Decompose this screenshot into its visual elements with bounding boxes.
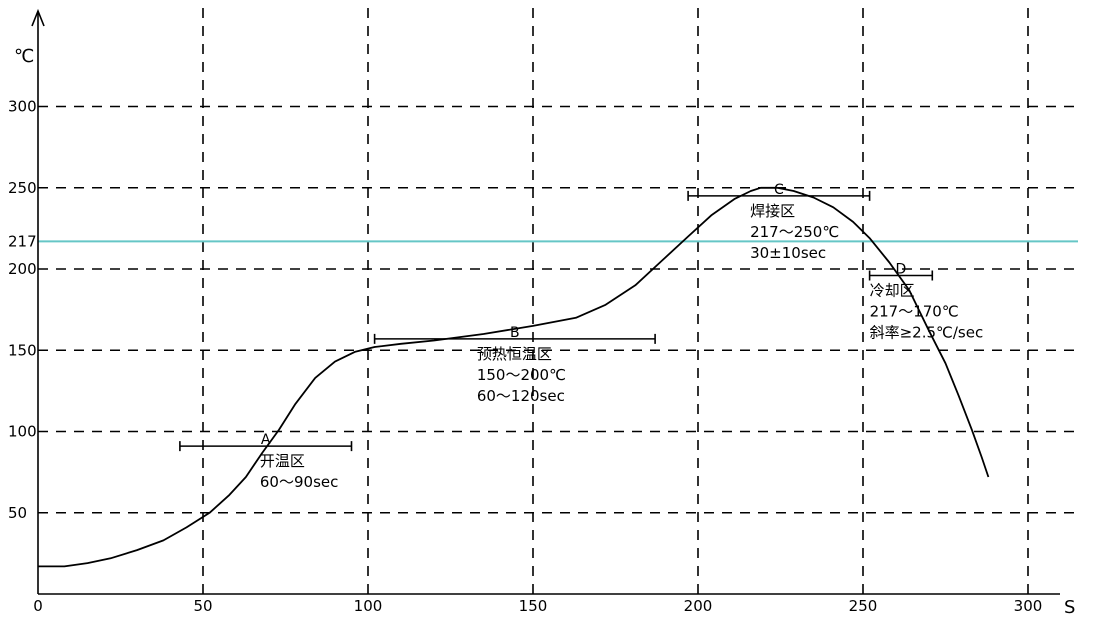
y-tick-label-250: 250 <box>8 179 37 197</box>
y-tick-label-200: 200 <box>8 260 37 278</box>
y-tick-label-50: 50 <box>8 504 27 522</box>
zone-a: A 开温区 60～90sec <box>179 432 353 491</box>
zone-d-text-2: 斜率≥2.5℃/sec <box>870 324 984 342</box>
x-tick-label-100: 100 <box>354 597 383 615</box>
zone-c-text-1: 217～250℃ <box>750 223 839 241</box>
zone-b-text-1: 150～200℃ <box>477 366 566 384</box>
y-tick-label-217: 217 <box>8 232 37 250</box>
y-tick-label-100: 100 <box>8 423 37 441</box>
zone-b-letter: B <box>510 325 520 341</box>
zone-b: B 预热恒温区 150～200℃ 60～120sec <box>373 325 656 405</box>
zone-a-text-1: 60～90sec <box>260 473 338 491</box>
profile-curve-0 <box>38 186 990 568</box>
x-tick-label-150: 150 <box>519 597 548 615</box>
zone-b-text-0: 预热恒温区 <box>477 345 552 363</box>
zone-d-text-0: 冷却区 <box>870 282 915 300</box>
axes <box>31 8 1060 595</box>
y-axis-arrow <box>31 8 45 27</box>
x-tick-label-300: 300 <box>1014 597 1043 615</box>
y-tick-label-300: 300 <box>8 98 37 116</box>
x-tick-label-250: 250 <box>849 597 878 615</box>
zone-d-letter: D <box>896 262 907 278</box>
grid-lines <box>38 8 1078 594</box>
zone-a-letter: A <box>261 432 271 448</box>
zone-c-letter: C <box>774 182 784 198</box>
tick-labels: 0 50 100 150 200 250 300 50 100 150 200 217 250 300 <box>8 98 1042 616</box>
zone-c-text-2: 30±10sec <box>750 244 826 262</box>
x-axis-label: S <box>1064 597 1075 617</box>
zone-d: D 冷却区 217～170℃ 斜率≥2.5℃/sec <box>868 262 984 342</box>
y-tick-label-150: 150 <box>8 341 37 359</box>
zone-d-text-1: 217～170℃ <box>870 303 959 321</box>
zone-a-text-0: 开温区 <box>260 452 305 470</box>
zone-annotations: A 开温区 60～90sec B 预热恒温区 150～200℃ 60～120sec C 焊接区 2… <box>179 182 984 491</box>
profile-curve-layer <box>38 186 990 568</box>
x-tick-label-200: 200 <box>684 597 713 615</box>
x-tick-label-50: 50 <box>193 597 212 615</box>
y-axis-label: ℃ <box>14 46 34 67</box>
zone-c: C 焊接区 217～250℃ 30±10sec <box>687 182 871 262</box>
x-tick-label-0: 0 <box>33 597 43 615</box>
zone-c-text-0: 焊接区 <box>750 202 795 220</box>
zone-b-text-2: 60～120sec <box>477 387 565 405</box>
